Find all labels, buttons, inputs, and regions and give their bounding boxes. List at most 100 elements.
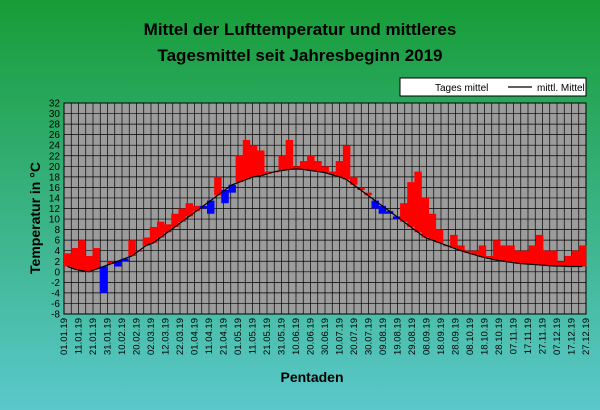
daily-mean-bar-above <box>128 240 136 256</box>
legend-box <box>399 77 587 97</box>
x-tick-label: 11.04.19 <box>204 318 215 354</box>
x-tick-label: 07.11.19 <box>509 318 520 354</box>
daily-mean-bar-above <box>457 245 465 251</box>
daily-mean-bar-above <box>557 261 565 266</box>
x-tick-label: 20.06.19 <box>306 318 317 355</box>
y-tick-label: 4 <box>54 246 60 257</box>
x-tick-label: 10.07.19 <box>335 318 346 355</box>
daily-mean-bar-above <box>257 150 265 176</box>
daily-mean-bar-above <box>493 240 501 261</box>
y-tick-label: 2 <box>54 257 60 268</box>
y-tick-label: 8 <box>54 225 60 236</box>
y-tick-label: 24 <box>49 141 61 152</box>
daily-mean-bar-below <box>392 216 401 220</box>
x-tick-label: 31.01.19 <box>103 318 114 355</box>
daily-mean-bar-above <box>314 161 322 172</box>
grid-lines <box>63 102 587 315</box>
x-tick-label: 12.03.19 <box>161 318 172 355</box>
x-tick-label: 01.04.19 <box>190 318 201 355</box>
daily-mean-bar-above <box>214 176 222 196</box>
x-tick-label: 20.07.19 <box>349 318 360 355</box>
daily-mean-bar-above <box>235 155 244 183</box>
daily-mean-bar-above <box>142 237 151 246</box>
x-tick-label: 27.11.19 <box>538 318 549 354</box>
legend-label-daily-mean: Tages mittel <box>435 83 488 94</box>
y-tick-label: -6 <box>51 299 60 310</box>
x-tick-label: 10.06.19 <box>291 318 302 355</box>
daily-mean-bar-above <box>485 255 494 259</box>
daily-mean-bar-above <box>192 205 201 212</box>
mean-line-layer <box>67 168 583 273</box>
daily-mean-bar-above <box>428 213 437 241</box>
x-tick-label: 22.03.19 <box>175 318 186 355</box>
x-tick-label: 30.07.19 <box>364 318 375 355</box>
daily-mean-bar-above <box>464 250 472 253</box>
x-axis-ticks: 01.01.19 11.01.19 21.01.19 31.01.19 10.02.19… <box>59 318 592 355</box>
daily-mean-bar-above <box>264 171 272 174</box>
daily-mean-bar-above <box>550 250 558 266</box>
y-tick-label: -4 <box>51 288 60 299</box>
y-tick-label: 28 <box>49 120 61 131</box>
daily-mean-bar-above <box>400 203 408 222</box>
x-tick-label: 18.10.19 <box>480 318 491 355</box>
daily-mean-bar-above <box>328 171 337 175</box>
x-tick-label: 08.10.19 <box>465 318 476 355</box>
x-tick-label: 21.01.19 <box>88 318 99 355</box>
daily-mean-bar-above <box>285 139 294 170</box>
daily-mean-bar-above <box>364 192 372 196</box>
daily-mean-bar-above <box>92 248 101 270</box>
daily-mean-bar-above <box>514 250 522 264</box>
chart-title-line-2: Tagesmittel seit Jahresbeginn 2019 <box>157 46 442 65</box>
daily-mean-bar-above <box>478 245 487 258</box>
y-tick-label: -8 <box>51 310 60 321</box>
y-tick-label: 18 <box>49 172 61 183</box>
daily-mean-bar-above <box>350 176 358 185</box>
daily-mean-bar-above <box>249 145 258 177</box>
x-tick-label: 30.06.19 <box>320 318 331 355</box>
legend-label-long-term-mean: mittl. Mittel <box>537 83 585 94</box>
x-tick-label: 28.09.19 <box>451 318 462 355</box>
daily-mean-bar-above <box>178 208 186 222</box>
x-tick-label: 17.12.19 <box>567 318 578 355</box>
x-tick-label: 01.01.19 <box>59 318 70 355</box>
daily-mean-bar-above <box>528 245 537 265</box>
x-tick-label: 29.08.19 <box>407 318 418 355</box>
daily-mean-bar-below <box>99 266 108 293</box>
daily-mean-bar-above <box>521 250 530 264</box>
x-axis-title: Pentaden <box>280 369 343 385</box>
daily-mean-bar-above <box>185 203 194 217</box>
y-tick-label: 32 <box>49 99 61 110</box>
daily-mean-bar-above <box>71 248 79 270</box>
y-tick-label: 20 <box>49 162 61 173</box>
daily-mean-bar-above <box>407 182 415 227</box>
daily-mean-bar-above <box>342 145 351 180</box>
daily-mean-bar-above <box>421 197 429 238</box>
x-tick-label: 21.05.19 <box>262 318 273 355</box>
x-tick-label: 19.08.19 <box>393 318 404 355</box>
daily-mean-bar-above <box>78 240 86 271</box>
y-tick-label: 16 <box>49 183 61 194</box>
x-tick-label: 08.09.19 <box>422 318 433 355</box>
daily-mean-bar-above <box>471 250 480 255</box>
x-tick-label: 17.11.19 <box>523 318 534 354</box>
mean-line <box>67 168 583 273</box>
y-tick-label: 26 <box>49 130 61 141</box>
daily-mean-bar-below <box>371 200 379 209</box>
daily-mean-bar-above <box>64 253 72 267</box>
daily-mean-bar-above <box>292 166 301 169</box>
x-tick-label: 10.02.19 <box>117 318 128 355</box>
daily-mean-bar-above <box>578 245 587 267</box>
x-tick-label: 02.03.19 <box>146 318 157 355</box>
daily-mean-bar-above <box>156 221 165 238</box>
daily-mean-bar-below <box>114 261 122 267</box>
daily-mean-bar-above <box>564 255 572 267</box>
legend: Tages mittel mittl. Mittel <box>399 77 587 97</box>
y-tick-label: -2 <box>51 278 60 289</box>
x-tick-label: 21.04.19 <box>219 318 230 355</box>
daily-mean-bar-above <box>435 229 444 243</box>
daily-mean-bar-above <box>278 155 286 171</box>
daily-mean-bar-above <box>171 213 179 227</box>
daily-mean-bar-below <box>121 258 129 262</box>
